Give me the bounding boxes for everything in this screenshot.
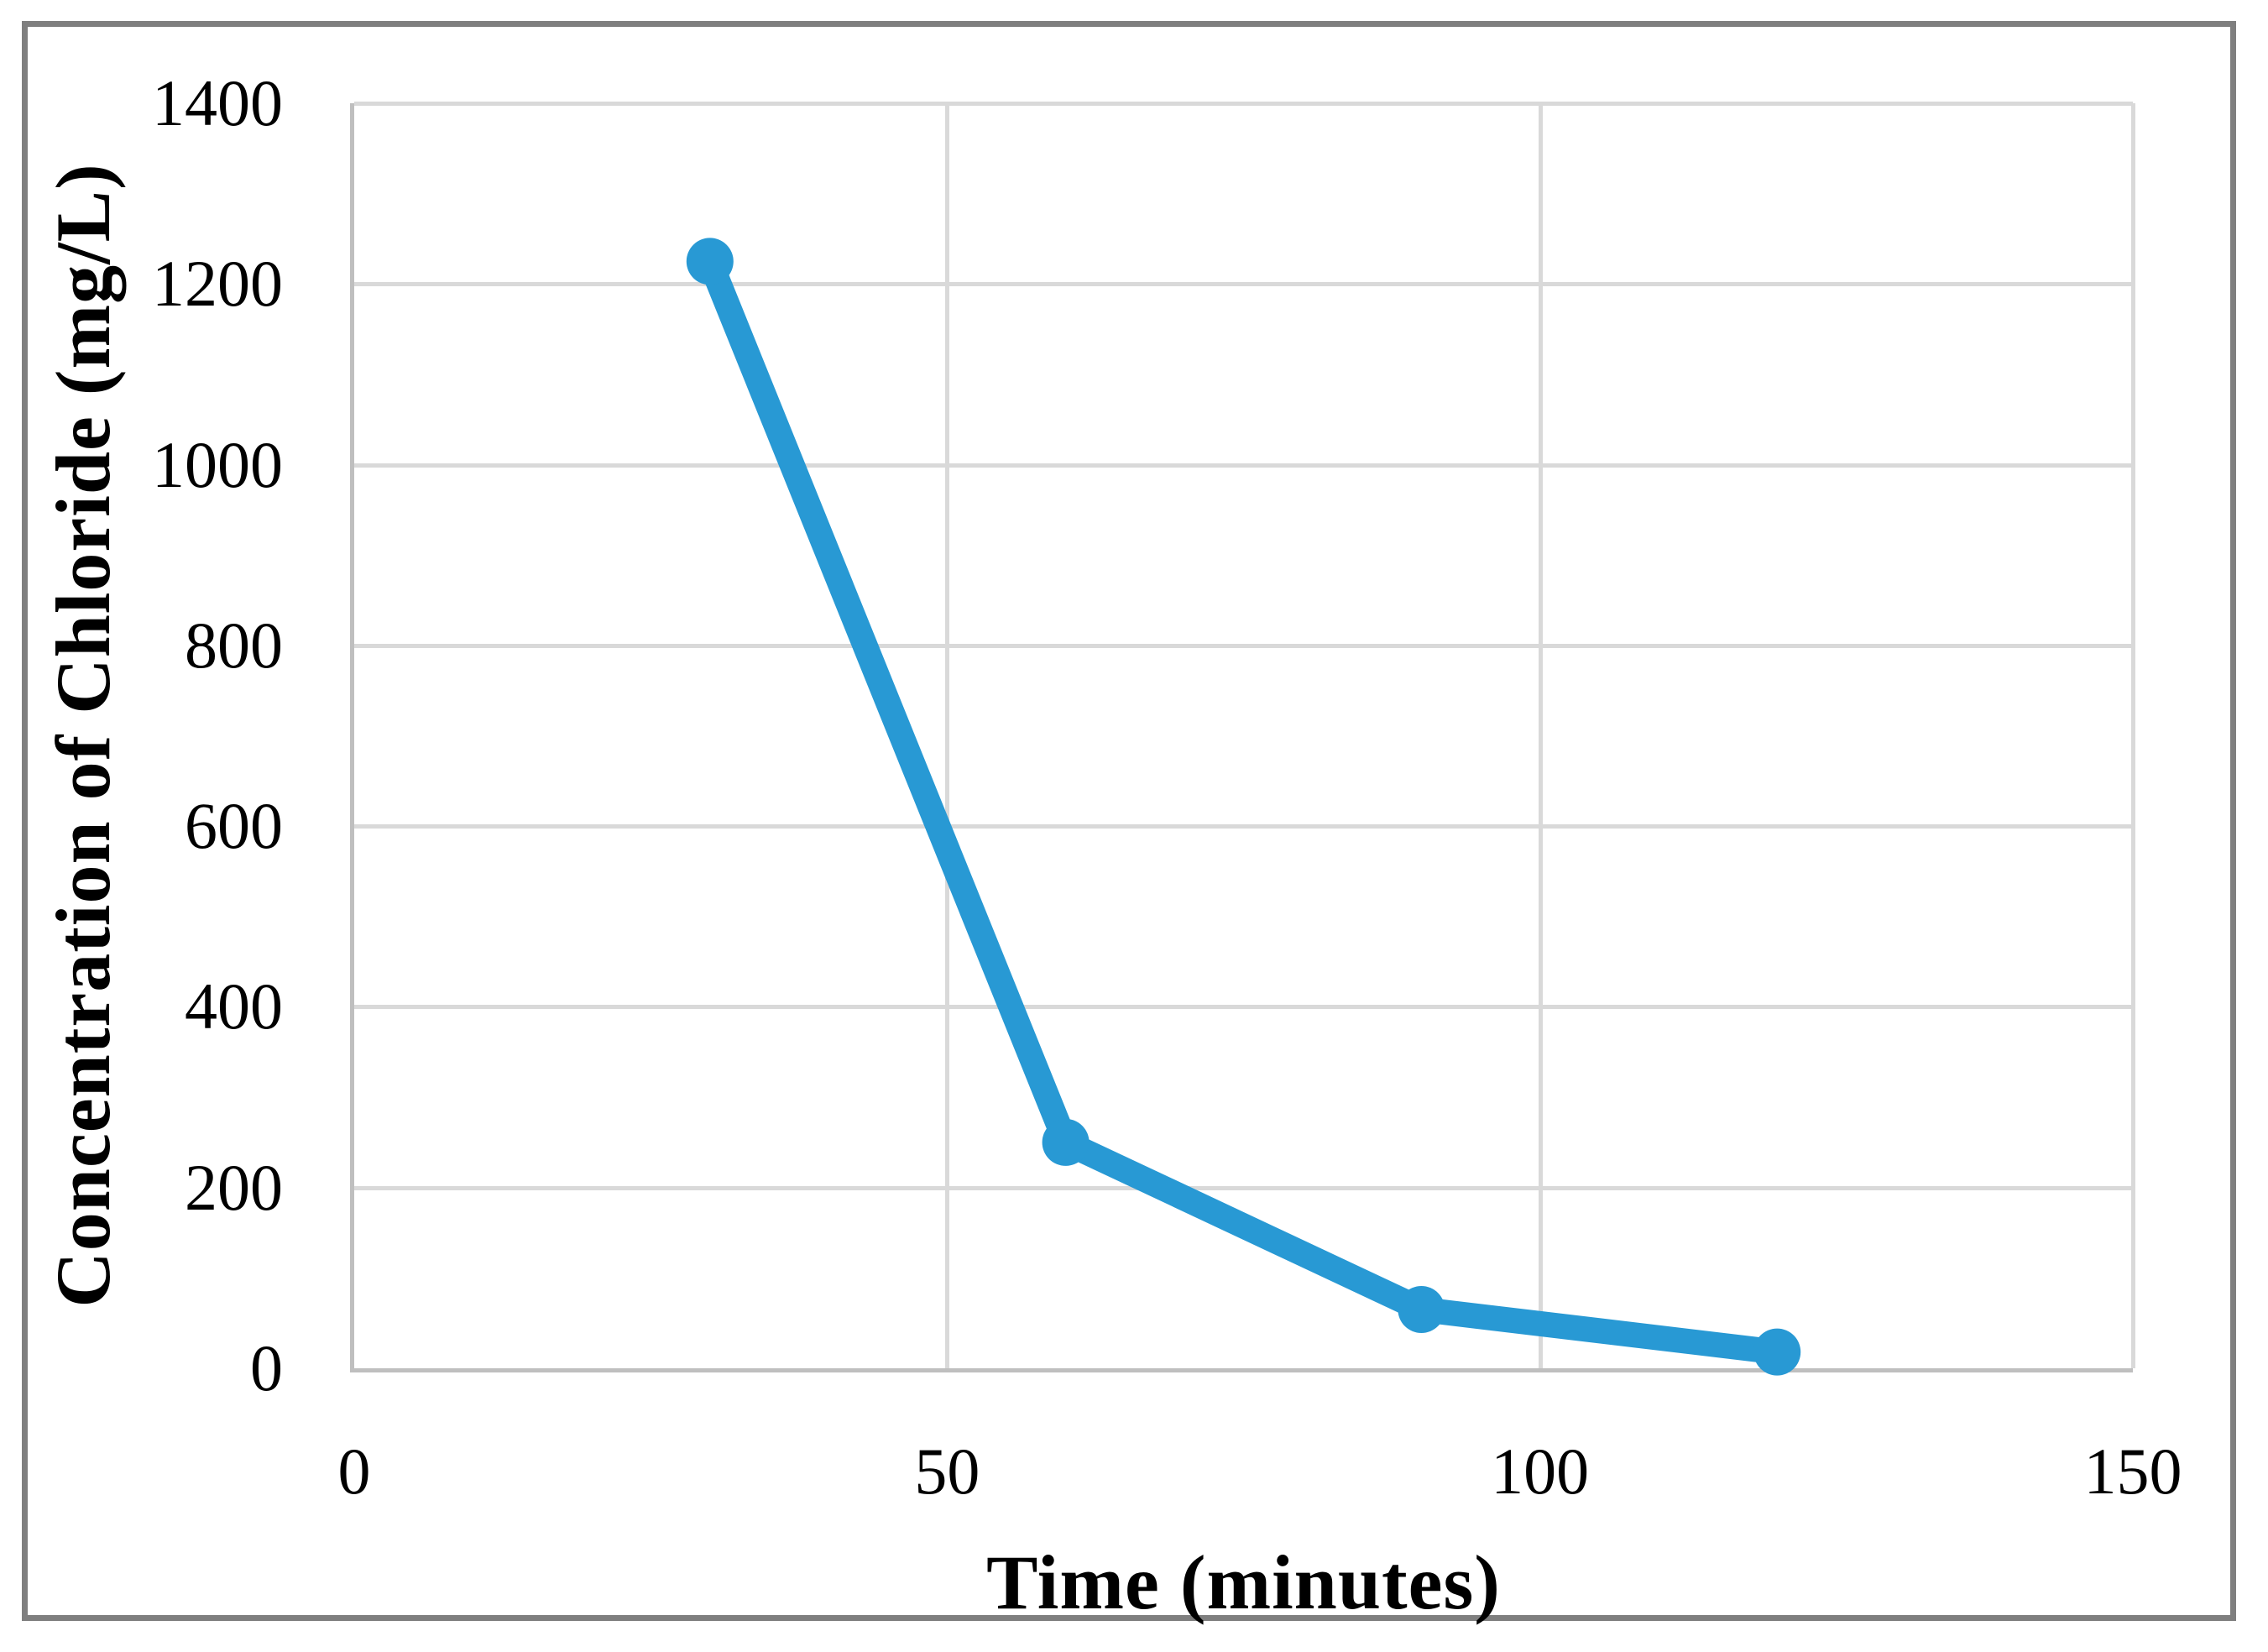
x-tick-label: 150 — [2083, 1435, 2182, 1508]
data-point-marker — [686, 238, 734, 285]
y-tick-label: 600 — [185, 789, 283, 863]
x-axis-title: Time (minutes) — [986, 1540, 1501, 1625]
data-point-marker — [1398, 1286, 1445, 1333]
y-tick-label: 1400 — [152, 66, 283, 139]
y-tick-label: 200 — [185, 1150, 283, 1224]
y-tick-label: 1200 — [152, 247, 283, 321]
y-tick-label: 1000 — [152, 427, 283, 501]
data-point-marker — [1042, 1118, 1090, 1166]
y-tick-label: 800 — [185, 608, 283, 682]
series-line — [697, 248, 1790, 1365]
x-tick-label: 100 — [1491, 1435, 1590, 1508]
data-point-marker — [1753, 1328, 1801, 1376]
data-series-svg — [686, 238, 1801, 1376]
figure-border — [22, 21, 2236, 1621]
y-axis-title: Concentration of Chloride (mg/L) — [40, 163, 126, 1308]
y-tick-label: 400 — [185, 970, 283, 1043]
plot-area — [354, 103, 2133, 1376]
x-tick-label: 0 — [337, 1435, 371, 1508]
y-tick-label: 0 — [250, 1331, 283, 1404]
x-tick-label: 50 — [914, 1435, 980, 1508]
